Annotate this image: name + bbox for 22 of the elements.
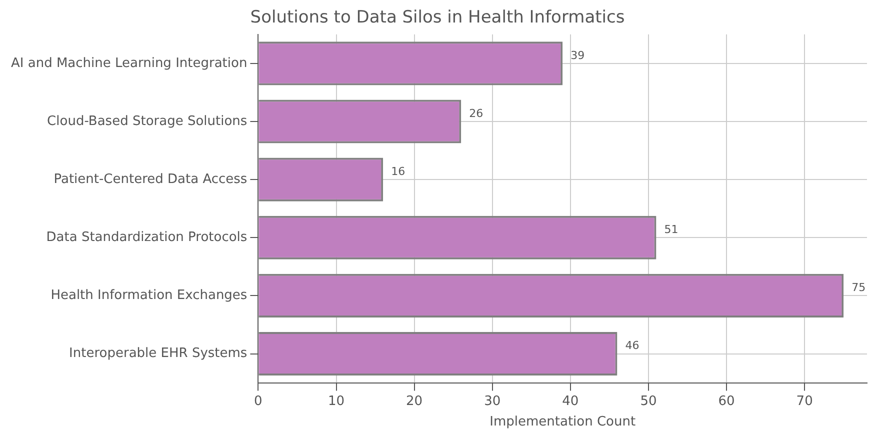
- y-tick-label: Patient-Centered Data Access: [54, 172, 248, 187]
- data-label: 26: [469, 106, 484, 120]
- y-tick-label: Interoperable EHR Systems: [69, 346, 248, 362]
- x-tick-label: 70: [796, 394, 813, 409]
- x-tick-label: 0: [254, 394, 262, 409]
- chart-title: Solutions to Data Silos in Health Informatics: [250, 8, 625, 28]
- y-tick-label: Health Information Exchanges: [50, 288, 248, 304]
- data-label: 75: [852, 281, 866, 294]
- y-tick-label: AI and Machine Learning Integration: [11, 56, 248, 71]
- data-label: 39: [570, 48, 585, 62]
- x-tick-label: 50: [640, 394, 657, 409]
- x-tick-label: 20: [406, 394, 423, 409]
- x-tick-label: 60: [718, 394, 735, 409]
- x-axis-title: Implementation Count: [490, 414, 636, 430]
- data-label: 51: [664, 222, 678, 236]
- y-tick-label: Data Standardization Protocols: [46, 230, 248, 246]
- y-tick-label: Cloud-Based Storage Solutions: [47, 114, 248, 129]
- data-label: 46: [625, 339, 640, 352]
- x-tick-label: 10: [328, 394, 345, 409]
- x-tick-label: 30: [484, 394, 501, 409]
- data-label: 16: [391, 164, 406, 178]
- x-tick-label: 40: [562, 394, 579, 409]
